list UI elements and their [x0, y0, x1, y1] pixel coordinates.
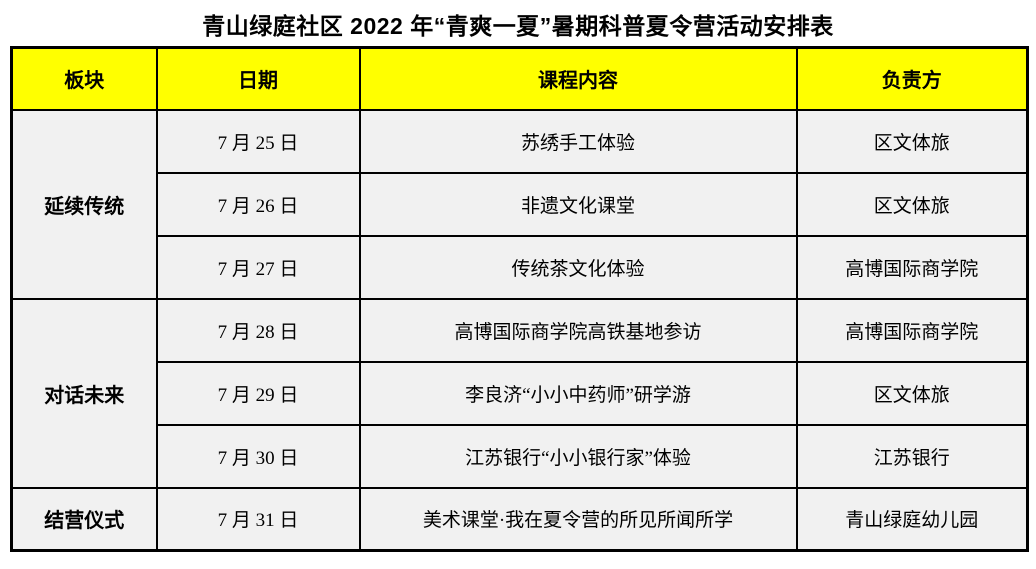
- section-cell-tradition: 延续传统: [10, 108, 158, 300]
- owner-cell: 青山绿庭幼儿园: [795, 486, 1029, 552]
- content-cell: 苏绣手工体验: [358, 108, 798, 174]
- date-cell: 7 月 31 日: [155, 486, 361, 552]
- header-cell-content: 课程内容: [358, 46, 798, 111]
- section-cell-future: 对话未来: [10, 297, 158, 489]
- date-cell: 7 月 28 日: [155, 297, 361, 363]
- schedule-table: 板块 日期 课程内容 负责方 延续传统 7 月 25 日 苏绣手工体验 区文体旅…: [10, 46, 1029, 552]
- owner-cell: 高博国际商学院: [795, 234, 1029, 300]
- table-row: 7 月 29 日 李良济“小小中药师”研学游 区文体旅: [12, 360, 1029, 426]
- content-cell: 高博国际商学院高铁基地参访: [358, 297, 798, 363]
- table-row: 延续传统 7 月 25 日 苏绣手工体验 区文体旅: [10, 108, 1029, 300]
- table-row: 结营仪式 7 月 31 日 美术课堂·我在夏令营的所见所闻所学 青山绿庭幼儿园: [10, 486, 1029, 552]
- owner-cell: 区文体旅: [795, 171, 1029, 237]
- table-row: 对话未来 7 月 28 日 高博国际商学院高铁基地参访 高博国际商学院: [10, 297, 1029, 489]
- owner-cell: 区文体旅: [795, 360, 1029, 426]
- table-row: 7 月 26 日 非遗文化课堂 区文体旅: [12, 171, 1029, 237]
- content-cell: 美术课堂·我在夏令营的所见所闻所学: [358, 486, 798, 552]
- owner-cell: 区文体旅: [795, 108, 1029, 174]
- content-cell: 江苏银行“小小银行家”体验: [358, 423, 798, 489]
- header-cell-section: 板块: [10, 46, 158, 111]
- owner-cell: 高博国际商学院: [795, 297, 1029, 363]
- header-cell-owner: 负责方: [795, 46, 1029, 111]
- date-cell: 7 月 29 日: [155, 360, 361, 426]
- page-title: 青山绿庭社区 2022 年“青爽一夏”暑期科普夏令营活动安排表: [202, 13, 834, 39]
- date-cell: 7 月 25 日: [155, 108, 361, 174]
- header-row: 板块 日期 课程内容 负责方: [10, 46, 1029, 111]
- content-cell: 李良济“小小中药师”研学游: [358, 360, 798, 426]
- date-cell: 7 月 30 日: [155, 423, 361, 489]
- table-row: 7 月 30 日 江苏银行“小小银行家”体验 江苏银行: [12, 423, 1029, 489]
- table-row: 7 月 27 日 传统茶文化体验 高博国际商学院: [12, 234, 1029, 300]
- date-cell: 7 月 27 日: [155, 234, 361, 300]
- section-cell-closing: 结营仪式: [10, 486, 158, 552]
- content-cell: 传统茶文化体验: [358, 234, 798, 300]
- content-cell: 非遗文化课堂: [358, 171, 798, 237]
- header-cell-date: 日期: [155, 46, 361, 111]
- owner-cell: 江苏银行: [795, 423, 1029, 489]
- date-cell: 7 月 26 日: [155, 171, 361, 237]
